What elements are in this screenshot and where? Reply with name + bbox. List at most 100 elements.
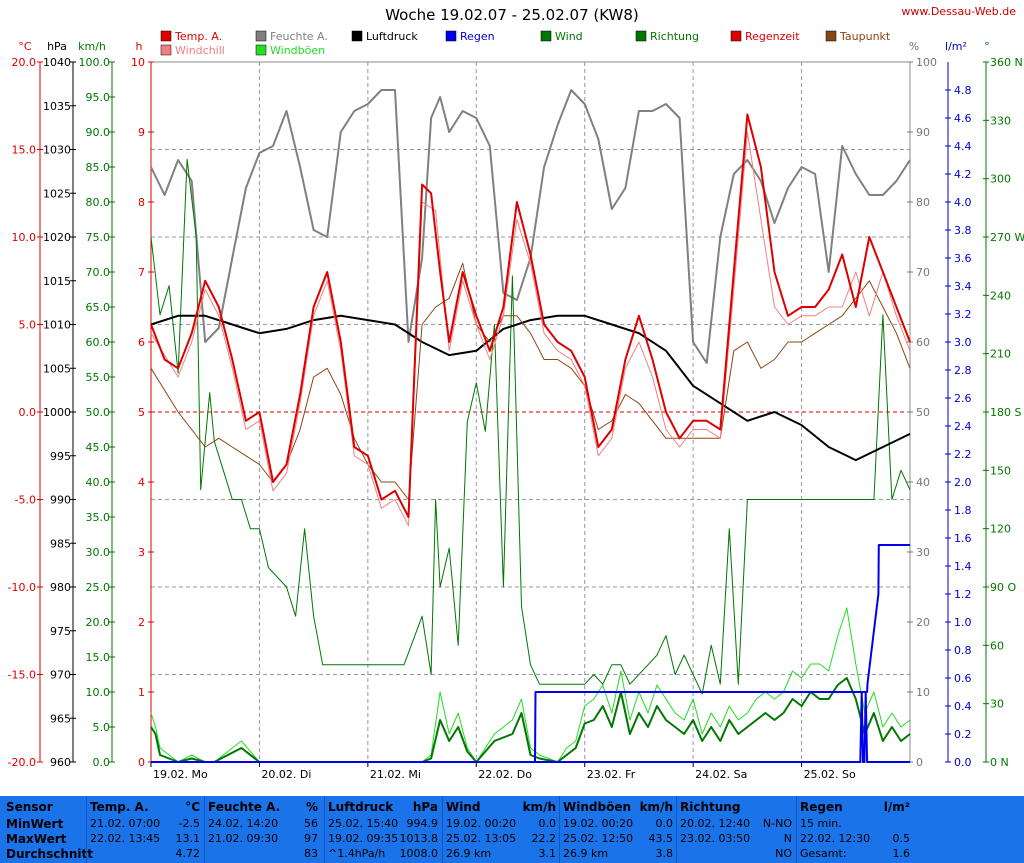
humidity-tick-label: 80 <box>916 196 930 209</box>
rain-tick-label: 0.2 <box>954 728 972 741</box>
wind-tick-label: 30.0 <box>86 546 111 559</box>
hours-tick-label: 2 <box>138 616 145 629</box>
pressure-tick-label: 990 <box>50 494 71 507</box>
x-tick-label: 24.02. Sa <box>695 768 747 781</box>
stats-header-2: Luftdruck <box>328 800 394 814</box>
series-regen <box>151 544 910 763</box>
stats-column-separator <box>204 796 205 863</box>
pressure-tick-label: 985 <box>50 537 71 550</box>
wind-tick-label: 65.0 <box>86 301 111 314</box>
pressure-tick-label: 960 <box>50 756 71 769</box>
wind-tick-label: 95.0 <box>86 91 111 104</box>
rain-tick-label: 3.2 <box>954 308 972 321</box>
stats-max-time: 21.02. 09:30 <box>208 832 279 845</box>
legend-swatch <box>160 30 172 42</box>
chart-series <box>150 89 911 763</box>
stats-avg-value: 83 <box>304 847 318 860</box>
wind-tick-label: 80.0 <box>86 196 111 209</box>
humidity-unit-label: % <box>909 40 919 53</box>
series-windchill <box>150 131 911 527</box>
hours-tick-label: 6 <box>138 336 145 349</box>
chart-grid <box>150 61 911 763</box>
legend-swatch <box>255 44 267 56</box>
wind-unit-label: km/h <box>78 40 106 53</box>
pressure-tick-label: 1015 <box>43 275 71 288</box>
legend-label: Windböen <box>270 44 325 57</box>
wind-tick-label: 90.0 <box>86 126 111 139</box>
rain-tick-label: 4.4 <box>954 140 972 153</box>
rain-tick-label: 1.6 <box>954 532 972 545</box>
x-tick-label: 20.02. Di <box>261 768 311 781</box>
stats-avg-value: 3.1 <box>538 847 557 860</box>
pressure-tick-label: 1035 <box>43 100 71 113</box>
series-wind <box>150 677 911 763</box>
rain-tick-label: 2.2 <box>954 448 972 461</box>
series-feuchte-a- <box>150 89 911 364</box>
legend-label: Taupunkt <box>839 30 891 43</box>
rain-tick-label: 4.8 <box>954 84 972 97</box>
stats-avg-value: 4.72 <box>175 847 201 860</box>
stats-row-max-label: MaxWert <box>6 832 67 846</box>
stats-header-3: Wind <box>446 800 481 814</box>
weather-chart: Woche 19.02.07 - 25.02.07 (KW8) www.Dess… <box>8 5 1024 781</box>
stats-avg-value: NO <box>775 847 792 860</box>
hours-tick-label: 3 <box>138 546 145 559</box>
stats-min-value: 0.0 <box>655 817 674 830</box>
rain-tick-label: 2.6 <box>954 392 972 405</box>
series-taupunkt <box>150 262 911 500</box>
temp-tick-label: 5.0 <box>19 319 37 332</box>
stats-header-sensor: Sensor <box>6 800 53 814</box>
pressure-tick-label: 1000 <box>43 406 71 419</box>
statistics-table: Sensor MinWert MaxWert Durchschnitt Temp… <box>0 796 1024 863</box>
legend-swatch <box>445 30 457 42</box>
wind-tick-label: 70.0 <box>86 266 111 279</box>
chart-legend: Temp. A.Windchill Feuchte A.Windböen Luftd… <box>160 30 891 57</box>
rain-tick-label: 3.4 <box>954 280 972 293</box>
wind-tick-label: 20.0 <box>86 616 111 629</box>
rain-tick-label: 4.0 <box>954 196 972 209</box>
stats-min-value: 0.0 <box>538 817 557 830</box>
stats-column-separator <box>676 796 677 863</box>
wind-tick-label: 0.0 <box>93 756 111 769</box>
series-luftdruck <box>150 314 911 462</box>
series-richtung <box>150 158 911 695</box>
direction-tick-label: 120 <box>990 523 1011 536</box>
legend-label: Temp. A. <box>174 30 222 43</box>
site-link[interactable]: www.Dessau-Web.de <box>901 5 1016 18</box>
pressure-tick-label: 1030 <box>43 144 71 157</box>
rain-tick-label: 4.6 <box>954 112 972 125</box>
stats-max-value: 0.5 <box>892 832 911 845</box>
stats-min-time: 19.02. 00:20 <box>563 817 634 830</box>
hours-tick-label: 9 <box>138 126 145 139</box>
x-axis-ticks: 19.02. Mo 20.02. Di 21.02. Mi 22.02. Do 23.0… <box>150 762 856 781</box>
legend-label: Regenzeit <box>745 30 800 43</box>
stats-max-value: 97 <box>304 832 318 845</box>
stats-unit-0: °C <box>185 800 200 814</box>
legend-swatch <box>730 30 742 42</box>
stats-min-time: 21.02. 07:00 <box>90 817 161 830</box>
direction-tick-label: 90 O <box>990 581 1016 594</box>
stats-column-separator <box>86 796 87 863</box>
wind-tick-label: 5.0 <box>93 721 111 734</box>
wind-tick-label: 85.0 <box>86 161 111 174</box>
wind-tick-label: 100.0 <box>79 56 111 69</box>
direction-tick-label: 330 <box>990 114 1011 127</box>
rain-tick-label: 3.8 <box>954 224 972 237</box>
stats-min-time: 15 min. <box>800 817 842 830</box>
stats-min-value: 56 <box>304 817 318 830</box>
stats-min-value: 994.9 <box>406 817 439 830</box>
stats-header-1: Feuchte A. <box>208 800 281 814</box>
hours-tick-label: 10 <box>131 56 145 69</box>
legend-label: Regen <box>460 30 495 43</box>
stats-min-time: 19.02. 00:20 <box>446 817 517 830</box>
stats-column-separator <box>442 796 443 863</box>
humidity-tick-label: 0 <box>916 756 923 769</box>
legend-label: Windchill <box>175 44 225 57</box>
temp-tick-label: -20.0 <box>8 756 36 769</box>
temp-tick-label: -5.0 <box>15 494 36 507</box>
series-temp-a- <box>150 113 911 518</box>
stats-avg-time: 26.9 km <box>446 847 492 860</box>
x-tick-label: 25.02. So <box>804 768 856 781</box>
series-regenzeit <box>151 691 910 763</box>
wind-tick-label: 40.0 <box>86 476 111 489</box>
